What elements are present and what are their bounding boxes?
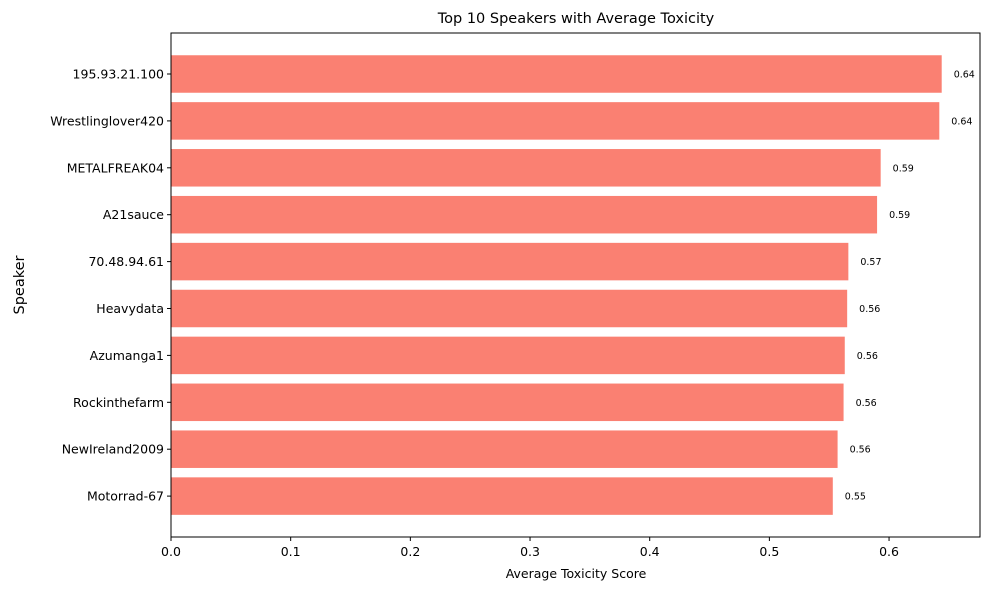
y-tick-label: Wrestlinglover420 — [50, 113, 164, 128]
bar-value-label: 0.56 — [859, 304, 880, 315]
y-tick-label: Motorrad-67 — [87, 489, 164, 504]
bar — [171, 55, 942, 93]
bar-value-label: 0.56 — [850, 445, 871, 456]
x-tick-label: 0.5 — [759, 544, 779, 559]
x-axis-ticks: 0.0 0.1 0.2 0.3 0.4 0.5 0.6 — [161, 537, 899, 559]
y-tick-label: 70.48.94.61 — [88, 254, 164, 269]
x-tick-label: 0.0 — [161, 544, 181, 559]
x-tick-label: 0.3 — [520, 544, 540, 559]
x-tick-label: 0.6 — [879, 544, 899, 559]
x-tick-label: 0.2 — [400, 544, 420, 559]
bar — [171, 430, 838, 468]
y-tick-label: METALFREAK04 — [67, 160, 164, 175]
bar — [171, 102, 940, 140]
bar — [171, 336, 845, 375]
bar-value-label: 0.56 — [856, 398, 877, 409]
bar-value-label: 0.55 — [845, 492, 866, 503]
bar — [171, 477, 833, 515]
y-tick-label: A21sauce — [103, 207, 164, 222]
y-tick-label: Heavydata — [96, 301, 164, 316]
bar — [171, 289, 848, 328]
x-axis-label: Average Toxicity Score — [506, 566, 647, 581]
bar-value-label: 0.64 — [951, 116, 972, 127]
y-axis-label: Speaker — [12, 255, 28, 314]
bar — [171, 149, 881, 187]
y-tick-label: 195.93.21.100 — [73, 67, 164, 82]
bars-layer: 0.64 0.64 0.59 0.59 0.57 0.56 0.56 0.56 0.56 0.55 — [171, 55, 975, 515]
bar — [171, 383, 844, 422]
y-tick-label: NewIreland2009 — [62, 442, 164, 457]
bar — [171, 242, 849, 281]
bar-value-label: 0.56 — [857, 351, 878, 362]
bar-value-label: 0.57 — [860, 257, 881, 268]
plot-frame — [170, 32, 981, 538]
bar-value-label: 0.64 — [954, 70, 975, 81]
y-tick-label: Rockinthefarm — [73, 395, 164, 410]
bar — [171, 195, 878, 234]
chart-title: Top 10 Speakers with Average Toxicity — [437, 11, 715, 27]
y-tick-label: Azumanga1 — [90, 348, 164, 363]
y-axis-ticks: 195.93.21.100 Wrestlinglover420 METALFREAK… — [50, 67, 171, 504]
x-tick-label: 0.1 — [281, 544, 301, 559]
bar-value-label: 0.59 — [893, 163, 914, 174]
x-tick-label: 0.4 — [640, 544, 660, 559]
bar-value-label: 0.59 — [889, 210, 910, 221]
